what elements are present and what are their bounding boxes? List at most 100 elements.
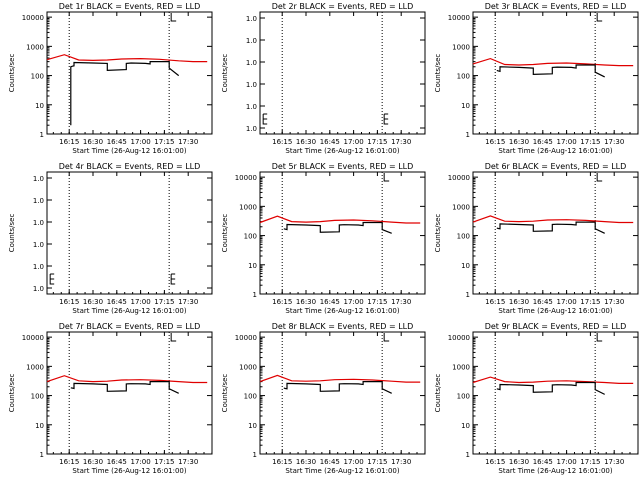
y-tick-label: 1.0 xyxy=(33,285,44,293)
time-marker xyxy=(170,13,177,22)
panel-title: Det 4r BLACK = Events, RED = LLD xyxy=(59,162,201,171)
x-tick-label: 17:00 xyxy=(131,298,151,306)
y-tick-label: 1000 xyxy=(239,203,257,211)
x-tick-label: 17:00 xyxy=(557,138,577,146)
y-tick-label: 1.0 xyxy=(246,37,257,45)
panel-title: Det 3r BLACK = Events, RED = LLD xyxy=(485,2,627,11)
panel-det-9: Det 9r BLACK = Events, RED = LLD 16:15 16:… xyxy=(434,322,639,475)
plot-frame xyxy=(259,331,426,455)
x-tick-label: 16:30 xyxy=(83,298,103,306)
x-tick-label: 17:15 xyxy=(367,298,387,306)
x-tick-label: 17:30 xyxy=(391,298,411,306)
events-series-line xyxy=(496,64,605,78)
x-axis-label: Start Time (26-Aug-12 16:01:00) xyxy=(285,147,399,155)
panel-title: Det 8r BLACK = Events, RED = LLD xyxy=(272,322,414,331)
events-series-line xyxy=(70,60,180,126)
y-tick-label: 10 xyxy=(35,422,44,430)
y-tick-label: 10 xyxy=(461,422,470,430)
panel-det-4: Det 4r BLACK = Events, RED = LLD 16:15 16:… xyxy=(8,162,213,315)
y-tick-label: 100 xyxy=(457,393,470,401)
plot-frame xyxy=(46,171,213,295)
y-tick-label: 10 xyxy=(461,102,470,110)
x-tick-label: 16:45 xyxy=(533,298,553,306)
empty-marker xyxy=(170,273,176,285)
x-tick-label: 17:30 xyxy=(178,458,198,466)
time-marker xyxy=(383,173,390,182)
x-tick-label: 17:15 xyxy=(580,458,600,466)
panel-title: Det 1r BLACK = Events, RED = LLD xyxy=(59,2,201,11)
events-series-line xyxy=(283,221,392,234)
x-tick-label: 17:00 xyxy=(557,298,577,306)
lld-series-line xyxy=(472,376,634,384)
y-tick-label: 1000 xyxy=(452,363,470,371)
lld-series-line xyxy=(46,375,208,384)
x-tick-label: 16:30 xyxy=(83,458,103,466)
plot-frame xyxy=(259,171,426,295)
y-tick-label: 1 xyxy=(466,451,470,459)
empty-marker xyxy=(262,113,268,125)
y-tick-label: 10000 xyxy=(235,334,257,342)
x-tick-label: 17:00 xyxy=(131,138,151,146)
x-tick-label: 17:00 xyxy=(344,138,364,146)
x-axis-label: Start Time (26-Aug-12 16:01:00) xyxy=(285,467,399,475)
x-tick-label: 16:30 xyxy=(296,138,316,146)
y-tick-label: 1000 xyxy=(452,43,470,51)
x-tick-label: 17:30 xyxy=(178,138,198,146)
x-axis-label: Start Time (26-Aug-12 16:01:00) xyxy=(72,467,186,475)
time-marker xyxy=(596,13,603,22)
x-tick-label: 16:45 xyxy=(533,138,553,146)
time-marker xyxy=(170,333,177,342)
y-tick-label: 1000 xyxy=(26,43,44,51)
y-axis-label: Counts/sec xyxy=(434,374,442,413)
y-tick-label: 10000 xyxy=(235,174,257,182)
lld-series-line xyxy=(259,215,421,224)
y-axis-label: Counts/sec xyxy=(8,54,16,93)
y-axis-label: Counts/sec xyxy=(8,374,16,413)
events-series-line xyxy=(496,381,605,395)
x-tick-label: 17:30 xyxy=(604,298,624,306)
x-tick-label: 17:15 xyxy=(154,458,174,466)
x-tick-label: 17:00 xyxy=(344,458,364,466)
y-tick-label: 10000 xyxy=(22,14,44,22)
x-tick-label: 16:30 xyxy=(509,458,529,466)
panel-title: Det 9r BLACK = Events, RED = LLD xyxy=(485,322,627,331)
y-axis-label: Counts/sec xyxy=(221,54,229,93)
x-tick-label: 16:30 xyxy=(83,138,103,146)
y-tick-label: 10 xyxy=(461,262,470,270)
y-tick-label: 1000 xyxy=(239,363,257,371)
panel-title: Det 5r BLACK = Events, RED = LLD xyxy=(272,162,414,171)
panel-det-5: Det 5r BLACK = Events, RED = LLD 16:15 16:… xyxy=(221,162,426,315)
y-tick-label: 10000 xyxy=(448,14,470,22)
x-tick-label: 16:15 xyxy=(485,458,505,466)
x-tick-label: 16:30 xyxy=(296,298,316,306)
x-tick-label: 17:15 xyxy=(154,138,174,146)
x-axis-label: Start Time (26-Aug-12 16:01:00) xyxy=(72,307,186,315)
x-axis-label: Start Time (26-Aug-12 16:01:00) xyxy=(285,307,399,315)
x-tick-label: 16:15 xyxy=(59,298,79,306)
x-tick-label: 16:15 xyxy=(59,138,79,146)
x-tick-label: 17:30 xyxy=(391,458,411,466)
y-tick-label: 1000 xyxy=(452,203,470,211)
plot-frame xyxy=(472,331,639,455)
x-tick-label: 17:15 xyxy=(154,298,174,306)
y-tick-label: 10 xyxy=(248,422,257,430)
lld-series-line xyxy=(472,57,634,67)
x-tick-label: 16:15 xyxy=(59,458,79,466)
y-axis-label: Counts/sec xyxy=(221,374,229,413)
y-tick-label: 1.0 xyxy=(33,175,44,183)
empty-marker xyxy=(383,113,389,125)
y-tick-label: 10 xyxy=(248,262,257,270)
y-axis-label: Counts/sec xyxy=(221,214,229,253)
lld-series-line xyxy=(46,54,208,63)
x-tick-label: 17:15 xyxy=(580,298,600,306)
y-tick-label: 1.0 xyxy=(33,263,44,271)
y-tick-label: 10000 xyxy=(22,334,44,342)
x-tick-label: 17:30 xyxy=(391,138,411,146)
time-marker xyxy=(596,333,603,342)
y-tick-label: 1.0 xyxy=(33,241,44,249)
x-axis-label: Start Time (26-Aug-12 16:01:00) xyxy=(72,147,186,155)
plot-frame xyxy=(46,11,213,135)
x-tick-label: 16:45 xyxy=(320,298,340,306)
y-tick-label: 10000 xyxy=(448,174,470,182)
